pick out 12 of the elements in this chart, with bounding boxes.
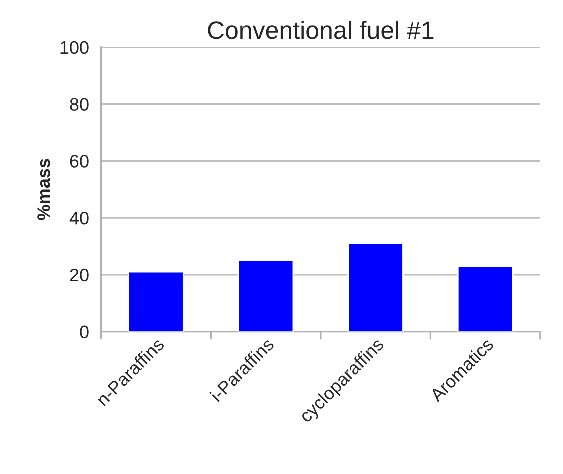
y-tick-label: 0 <box>80 326 89 339</box>
bar <box>238 260 294 332</box>
chart-title: Conventional fuel #1 <box>208 20 434 40</box>
y-tick-label: 40 <box>70 212 89 225</box>
bar <box>128 271 184 332</box>
y-tick-label: 80 <box>70 98 89 111</box>
y-tick-label: 60 <box>70 155 89 168</box>
y-tick-label: 100 <box>60 41 89 54</box>
y-axis-title: %mass <box>38 159 50 220</box>
bar <box>457 266 514 332</box>
bar <box>348 242 404 332</box>
y-tick-label: 20 <box>70 268 89 282</box>
